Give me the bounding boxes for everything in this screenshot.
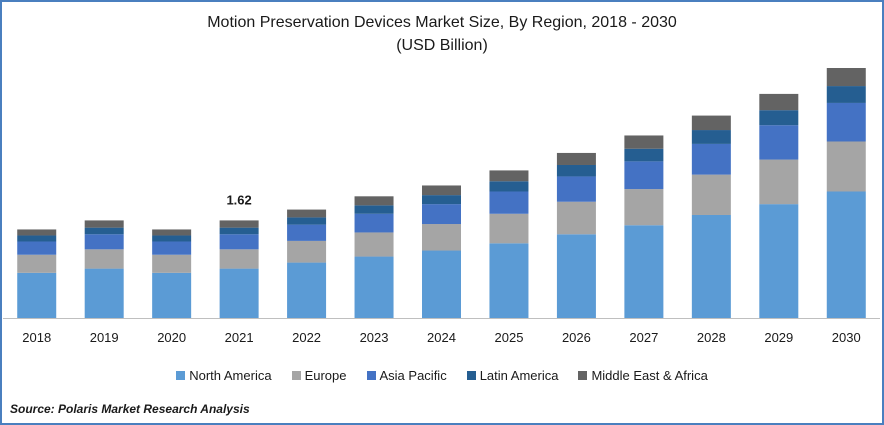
legend-label: North America bbox=[189, 368, 272, 383]
x-tick-label-2025: 2025 bbox=[495, 330, 524, 345]
legend-swatch bbox=[466, 371, 476, 380]
bar-2018-asia-pacific bbox=[17, 241, 57, 255]
bar-2026-latin-america bbox=[556, 164, 596, 177]
bar-2018-north-america bbox=[17, 272, 57, 318]
legend-item-europe: Europe bbox=[291, 368, 347, 383]
bar-2028-north-america bbox=[691, 214, 731, 318]
x-tick-label-2030: 2030 bbox=[832, 330, 861, 345]
legend-item-latin-america: Latin America bbox=[466, 368, 559, 383]
bar-2019-asia-pacific bbox=[84, 234, 124, 250]
bar-2018-europe bbox=[17, 254, 57, 273]
bar-2024-latin-america bbox=[422, 195, 461, 205]
bar-2025-latin-america bbox=[489, 181, 529, 192]
legend-label: Latin America bbox=[479, 368, 559, 383]
bar-2028-europe bbox=[691, 174, 731, 215]
bar-2029-middle-east-africa bbox=[759, 93, 799, 111]
bar-2026-europe bbox=[556, 201, 596, 235]
bar-2027-north-america bbox=[624, 225, 664, 318]
bar-2030-latin-america bbox=[826, 86, 866, 103]
bar-2025-middle-east-africa bbox=[489, 170, 529, 182]
bar-2021-north-america bbox=[219, 268, 259, 318]
data-label-2021: 1.62 bbox=[226, 192, 251, 207]
bar-2020-latin-america bbox=[152, 235, 192, 242]
bar-2023-north-america bbox=[354, 256, 394, 318]
bar-2028-middle-east-africa bbox=[691, 115, 731, 131]
bar-2024-asia-pacific bbox=[422, 204, 461, 225]
bar-2021-middle-east-africa bbox=[219, 220, 259, 228]
legend-swatch bbox=[578, 371, 588, 380]
bar-2023-europe bbox=[354, 232, 394, 257]
x-tick-label-2024: 2024 bbox=[427, 330, 456, 345]
bar-2023-asia-pacific bbox=[354, 213, 394, 233]
bar-2019-north-america bbox=[84, 268, 124, 318]
bar-2028-asia-pacific bbox=[691, 143, 731, 175]
legend-item-north-america: North America bbox=[176, 368, 272, 383]
bar-2022-middle-east-africa bbox=[287, 209, 327, 218]
x-tick-label-2018: 2018 bbox=[22, 330, 51, 345]
x-tick-label-2021: 2021 bbox=[225, 330, 254, 345]
bar-2020-europe bbox=[152, 254, 192, 273]
bar-2024-middle-east-africa bbox=[422, 185, 461, 196]
legend-item-asia-pacific: Asia Pacific bbox=[366, 368, 447, 383]
bar-2022-north-america bbox=[287, 262, 327, 318]
bar-2030-middle-east-africa bbox=[826, 68, 866, 87]
bar-2025-europe bbox=[489, 213, 529, 244]
x-tick-label-2027: 2027 bbox=[629, 330, 658, 345]
bar-2029-europe bbox=[759, 159, 799, 205]
bar-2024-europe bbox=[422, 224, 461, 251]
x-tick-label-2019: 2019 bbox=[90, 330, 119, 345]
legend-item-middle-east-africa: Middle East & Africa bbox=[578, 368, 708, 383]
bar-2022-latin-america bbox=[287, 217, 327, 225]
bar-2022-asia-pacific bbox=[287, 224, 327, 241]
chart-legend: North America Europe Asia Pacific Latin Ame… bbox=[0, 368, 884, 383]
bar-2023-middle-east-africa bbox=[354, 196, 394, 206]
bar-2018-latin-america bbox=[17, 235, 57, 242]
bar-2030-asia-pacific bbox=[826, 102, 866, 142]
bar-2023-latin-america bbox=[354, 205, 394, 214]
bar-2025-asia-pacific bbox=[489, 191, 529, 214]
bar-2027-asia-pacific bbox=[624, 161, 664, 190]
bar-2029-latin-america bbox=[759, 110, 799, 126]
bar-2026-north-america bbox=[556, 234, 596, 318]
bar-2018-middle-east-africa bbox=[17, 229, 57, 236]
bar-2021-latin-america bbox=[219, 227, 259, 235]
legend-swatch bbox=[366, 371, 376, 380]
legend-label: Middle East & Africa bbox=[591, 368, 708, 383]
bar-2029-north-america bbox=[759, 204, 799, 318]
chart-subtitle: (USD Billion) bbox=[396, 37, 488, 54]
legend-label: Asia Pacific bbox=[379, 368, 447, 383]
bar-2027-europe bbox=[624, 189, 664, 226]
x-tick-label-2020: 2020 bbox=[157, 330, 186, 345]
bar-2022-europe bbox=[287, 240, 327, 263]
legend-label: Europe bbox=[304, 368, 347, 383]
legend-swatch bbox=[176, 371, 186, 380]
bar-2020-middle-east-africa bbox=[152, 229, 192, 236]
bar-2029-asia-pacific bbox=[759, 125, 799, 160]
bar-2020-asia-pacific bbox=[152, 241, 192, 255]
bar-2021-europe bbox=[219, 249, 259, 269]
legend-swatch bbox=[291, 371, 301, 380]
bar-2020-north-america bbox=[152, 272, 192, 318]
x-tick-label-2028: 2028 bbox=[697, 330, 726, 345]
chart-title: Motion Preservation Devices Market Size,… bbox=[207, 14, 677, 31]
bar-2030-europe bbox=[826, 141, 866, 192]
source-note: Source: Polaris Market Research Analysis bbox=[10, 402, 250, 416]
bar-2026-middle-east-africa bbox=[556, 152, 596, 165]
bar-2027-middle-east-africa bbox=[624, 135, 664, 149]
bar-2019-middle-east-africa bbox=[84, 220, 124, 228]
bar-2030-north-america bbox=[826, 191, 866, 318]
bar-2021-asia-pacific bbox=[219, 234, 259, 250]
bar-2026-asia-pacific bbox=[556, 176, 596, 202]
bar-2027-latin-america bbox=[624, 148, 664, 162]
x-tick-label-2026: 2026 bbox=[562, 330, 591, 345]
x-tick-label-2022: 2022 bbox=[292, 330, 321, 345]
bar-2019-europe bbox=[84, 249, 124, 269]
bar-2025-north-america bbox=[489, 243, 529, 318]
bar-2019-latin-america bbox=[84, 227, 124, 235]
x-tick-label-2023: 2023 bbox=[360, 330, 389, 345]
x-tick-label-2029: 2029 bbox=[764, 330, 793, 345]
bar-2024-north-america bbox=[422, 250, 461, 318]
bar-2028-latin-america bbox=[691, 130, 731, 144]
